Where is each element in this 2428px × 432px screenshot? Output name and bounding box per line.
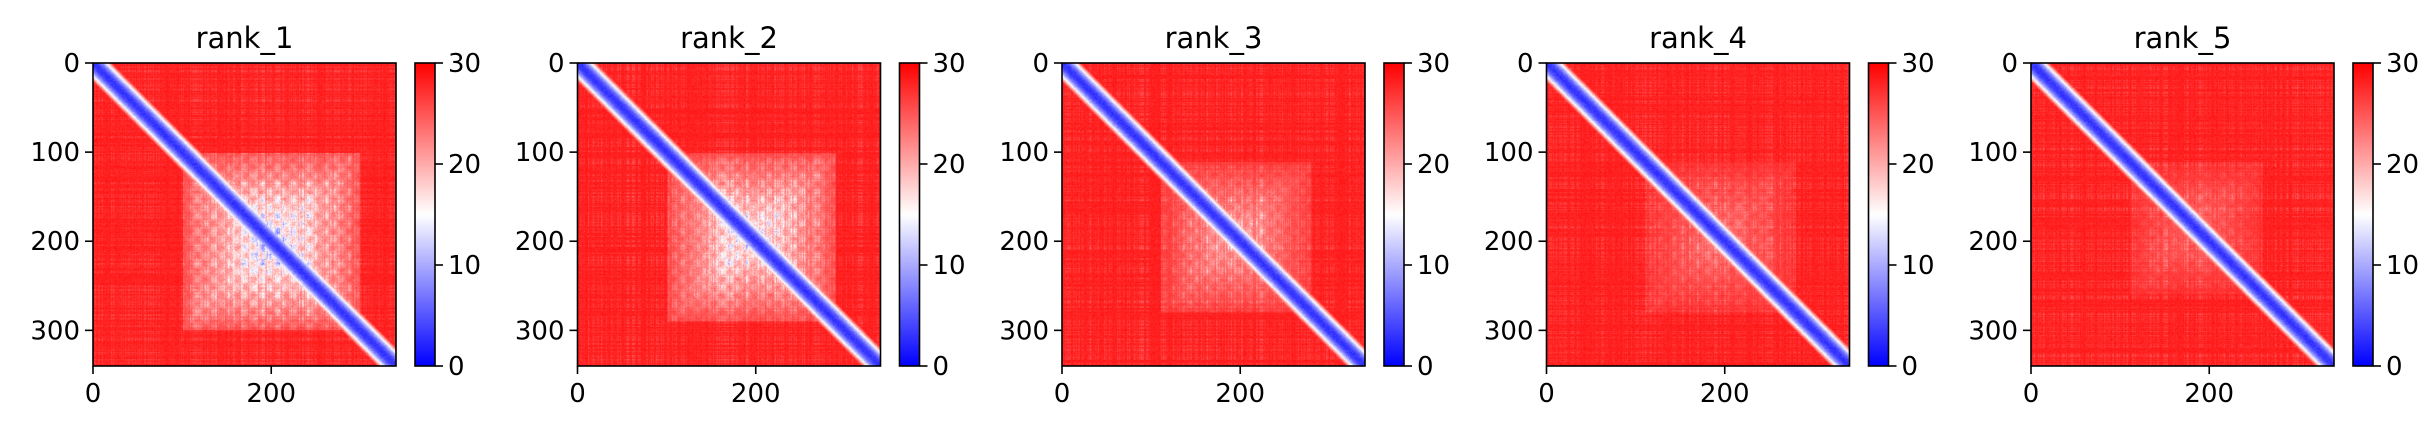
y-tick-label: 200 [30,227,80,257]
panel-title: rank_2 [680,21,778,55]
colorbar-tick-label: 10 [1902,251,1935,281]
colorbar-tick-label: 30 [933,49,966,79]
panel-title: rank_3 [1165,21,1263,55]
heatmap-image [1062,63,1365,366]
colorbar-tick-label: 20 [448,150,481,180]
panel-1: rank_1 0 100 200 300 0 200 0 10 20 30 [30,21,481,409]
colorbar-tick-label: 20 [933,150,966,180]
colorbar-tick-label: 30 [2386,49,2419,79]
colorbar-tick-label: 10 [448,251,481,281]
panel-3: rank_3 0 100 200 300 0 200 0 10 20 30 [999,21,1450,409]
colorbar-tick-label: 30 [1417,49,1450,79]
y-tick-label: 300 [1484,316,1534,346]
colorbar-tick-label: 0 [2386,352,2403,382]
colorbar-tick-label: 10 [1417,251,1450,281]
colorbar-tick-label: 0 [1902,352,1919,382]
heatmap-frame [576,62,882,367]
colorbar-tick-label: 20 [1902,150,1935,180]
y-tick-label: 200 [1968,227,2018,257]
x-tick-label: 200 [1700,379,1750,409]
heatmap-image [93,63,396,366]
x-tick-label: 0 [1054,379,1071,409]
colorbar-tick-label: 0 [448,352,465,382]
y-tick-label: 300 [515,316,565,346]
heatmap-frame [2030,62,2335,367]
y-tick-label: 300 [30,316,80,346]
x-tick-label: 200 [731,379,781,409]
y-tick-label: 0 [1517,49,1534,79]
heatmap-image [2031,63,2334,366]
heatmap-frame [1545,62,1851,367]
panel-title: rank_4 [1649,21,1747,55]
y-tick-label: 300 [999,316,1049,346]
y-tick-label: 200 [999,227,1049,257]
x-tick-label: 0 [85,379,102,409]
panel-2: rank_2 0 100 200 300 0 200 0 10 20 30 [515,21,966,409]
panel-title: rank_5 [2134,21,2232,55]
y-tick-label: 100 [1484,138,1534,168]
heatmap-frame [1061,62,1366,367]
y-tick-label: 100 [515,138,565,168]
y-tick-label: 0 [548,49,565,79]
heatmap-frame [92,62,397,367]
colorbar [414,62,436,367]
colorbar [2352,62,2374,367]
x-tick-label: 0 [569,379,586,409]
y-tick-label: 200 [515,227,565,257]
panel-5: rank_5 0 100 200 300 0 200 0 10 20 30 [1968,21,2419,409]
panel-4: rank_4 0 100 200 300 0 200 0 10 20 30 [1484,21,1935,409]
y-tick-label: 100 [30,138,80,168]
panel-title: rank_1 [196,21,294,55]
y-tick-label: 0 [63,49,80,79]
heatmap-image [1546,63,1850,366]
y-tick-label: 0 [2001,49,2018,79]
heatmap-image [577,63,881,366]
x-tick-label: 0 [1538,379,1555,409]
colorbar-tick-label: 0 [933,352,950,382]
colorbar-tick-label: 20 [2386,150,2419,180]
colorbar-tick-label: 0 [1417,352,1434,382]
y-tick-label: 200 [1484,227,1534,257]
colorbar-tick-label: 20 [1417,150,1450,180]
y-tick-label: 0 [1032,49,1049,79]
colorbar-tick-label: 10 [2386,251,2419,281]
x-tick-label: 200 [2184,379,2234,409]
colorbar [1383,62,1405,367]
colorbar-tick-label: 10 [933,251,966,281]
y-tick-label: 100 [1968,138,2018,168]
colorbar [1867,62,1890,367]
colorbar-tick-label: 30 [448,49,481,79]
x-tick-label: 0 [2023,379,2040,409]
colorbar-tick-label: 30 [1902,49,1935,79]
x-tick-label: 200 [246,379,296,409]
y-tick-label: 300 [1968,316,2018,346]
x-tick-label: 200 [1215,379,1265,409]
y-tick-label: 100 [999,138,1049,168]
colorbar [898,62,921,367]
